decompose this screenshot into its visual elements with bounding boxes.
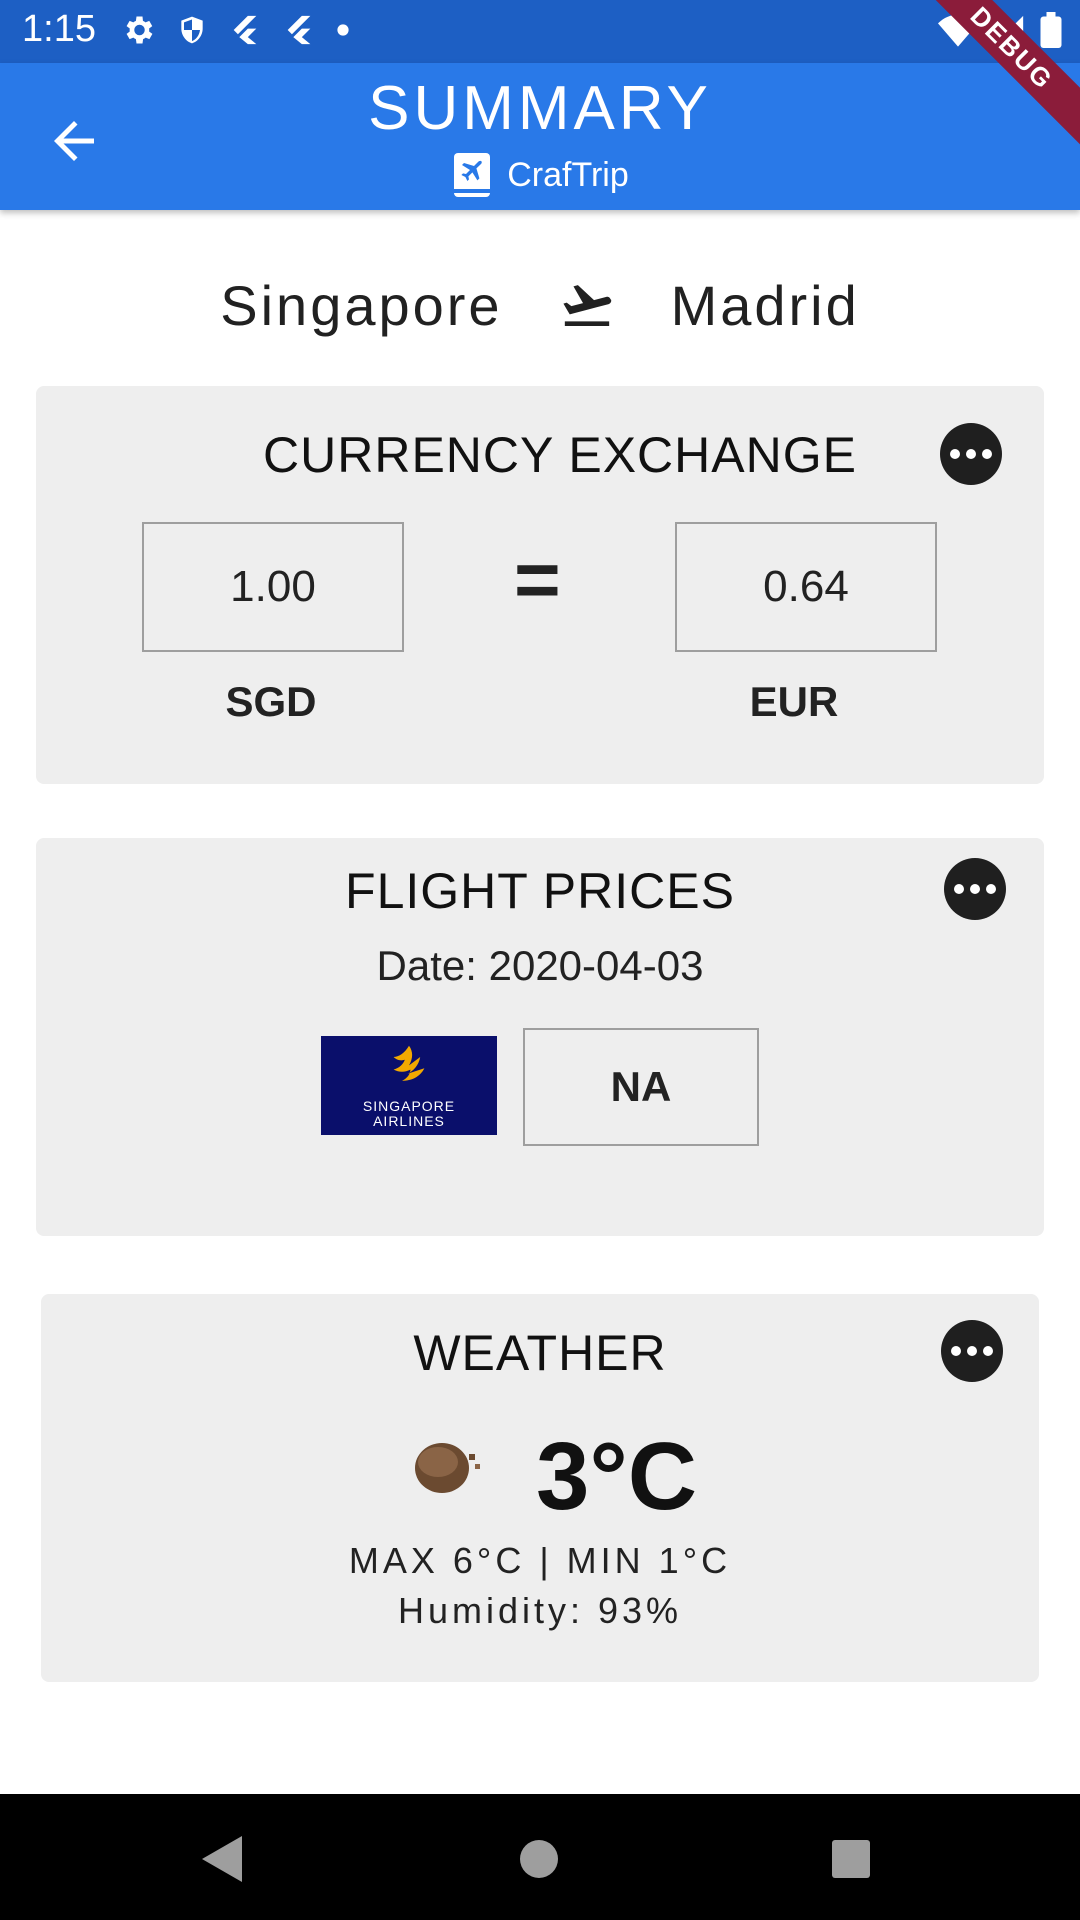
dot-icon (337, 24, 349, 36)
airline-logo[interactable]: SINGAPORE AIRLINES (321, 1036, 497, 1135)
flutter-icon (233, 15, 257, 45)
weather-condition-icon (415, 1443, 480, 1493)
humidity: Humidity: 93% (397, 1590, 683, 1631)
app-bar: SUMMARY CrafTrip (0, 63, 1080, 210)
current-temperature: 3°C (536, 1423, 698, 1530)
back-arrow-icon[interactable] (44, 111, 104, 171)
currency-exchange-card: CURRENCY EXCHANGE 1.00 = 0.64 SGD EUR (36, 386, 1044, 784)
status-time: 1:15 (22, 8, 96, 50)
flutter-icon (287, 15, 311, 45)
singapore-airlines-bird-icon (393, 1045, 425, 1081)
more-dot (967, 1346, 977, 1356)
origin-city: Singapore (220, 273, 503, 337)
more-dot (950, 449, 960, 459)
currency-card-title: CURRENCY EXCHANGE (263, 427, 857, 483)
more-dot (986, 884, 996, 894)
app-subtitle: CrafTrip (0, 151, 1080, 199)
flight-price-box: NA (523, 1028, 759, 1146)
travel-book-icon (454, 153, 491, 197)
home-nav-icon[interactable] (518, 1838, 560, 1880)
more-dot (982, 449, 992, 459)
more-dot (970, 884, 980, 894)
airline-logo-line-2: AIRLINES (373, 1112, 445, 1129)
more-dot (983, 1346, 993, 1356)
navigation-bar (0, 1794, 1080, 1920)
from-currency-code: SGD (225, 678, 317, 725)
flight-prices-card: FLIGHT PRICES Date: 2020-04-03 SINGAPORE… (36, 838, 1044, 1236)
route-header: Singapore Madrid (0, 270, 1080, 340)
flight-date: Date: 2020-04-03 (376, 942, 704, 989)
status-bar: 1:15 (0, 0, 1080, 63)
gear-icon (126, 16, 153, 44)
to-currency-code: EUR (749, 678, 839, 725)
status-icons-left (120, 12, 350, 48)
airline-logo-line-1: SINGAPORE (362, 1097, 456, 1114)
from-amount-field[interactable]: 1.00 (142, 522, 404, 652)
back-nav-icon[interactable] (200, 1834, 246, 1884)
flight-takeoff-icon (562, 285, 611, 326)
recents-nav-icon[interactable] (830, 1838, 872, 1880)
destination-city: Madrid (670, 273, 860, 337)
page-title: SUMMARY (368, 74, 712, 143)
weather-more-button[interactable] (941, 1320, 1003, 1382)
more-dot (954, 884, 964, 894)
app-name: CrafTrip (507, 155, 629, 194)
weather-card-title: WEATHER (413, 1325, 667, 1381)
weather-card: WEATHER 3°C MAX 6°C | MIN 1°C Humidity: … (41, 1294, 1039, 1682)
more-dot (966, 449, 976, 459)
more-dot (951, 1346, 961, 1356)
currency-more-button[interactable] (940, 423, 1002, 485)
to-amount-field[interactable]: 0.64 (675, 522, 937, 652)
flight-more-button[interactable] (944, 858, 1006, 920)
flight-card-title: FLIGHT PRICES (345, 863, 735, 919)
equals-sign: = (514, 535, 561, 624)
max-min-temperature: MAX 6°C | MIN 1°C (348, 1540, 732, 1581)
shield-icon (181, 16, 203, 44)
battery-icon (1040, 12, 1062, 48)
